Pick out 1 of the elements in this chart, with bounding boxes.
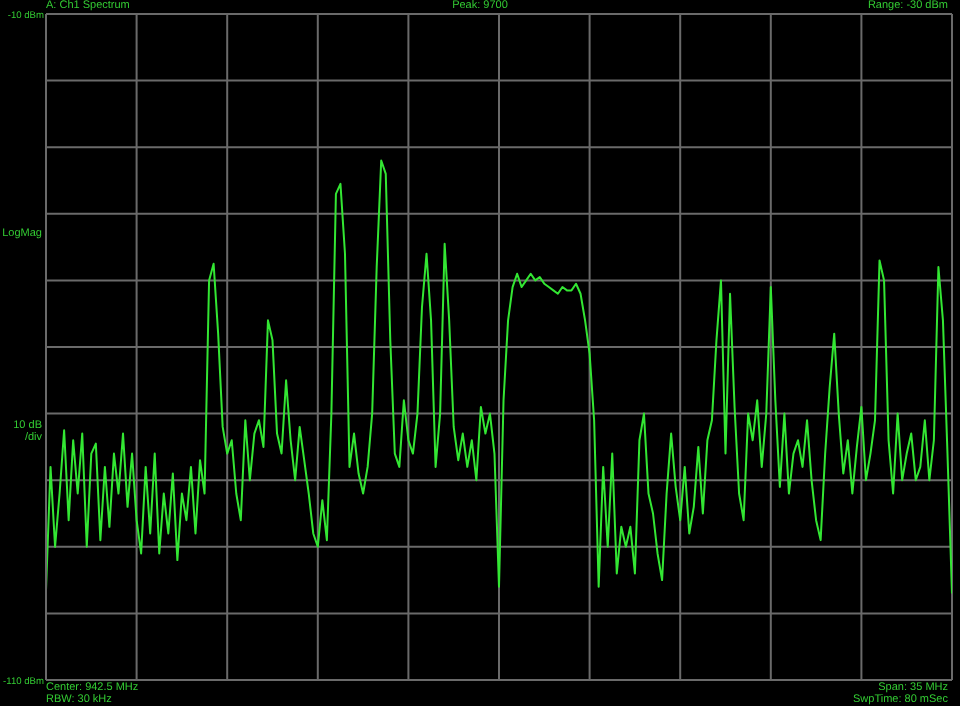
- line-series: [46, 159, 952, 595]
